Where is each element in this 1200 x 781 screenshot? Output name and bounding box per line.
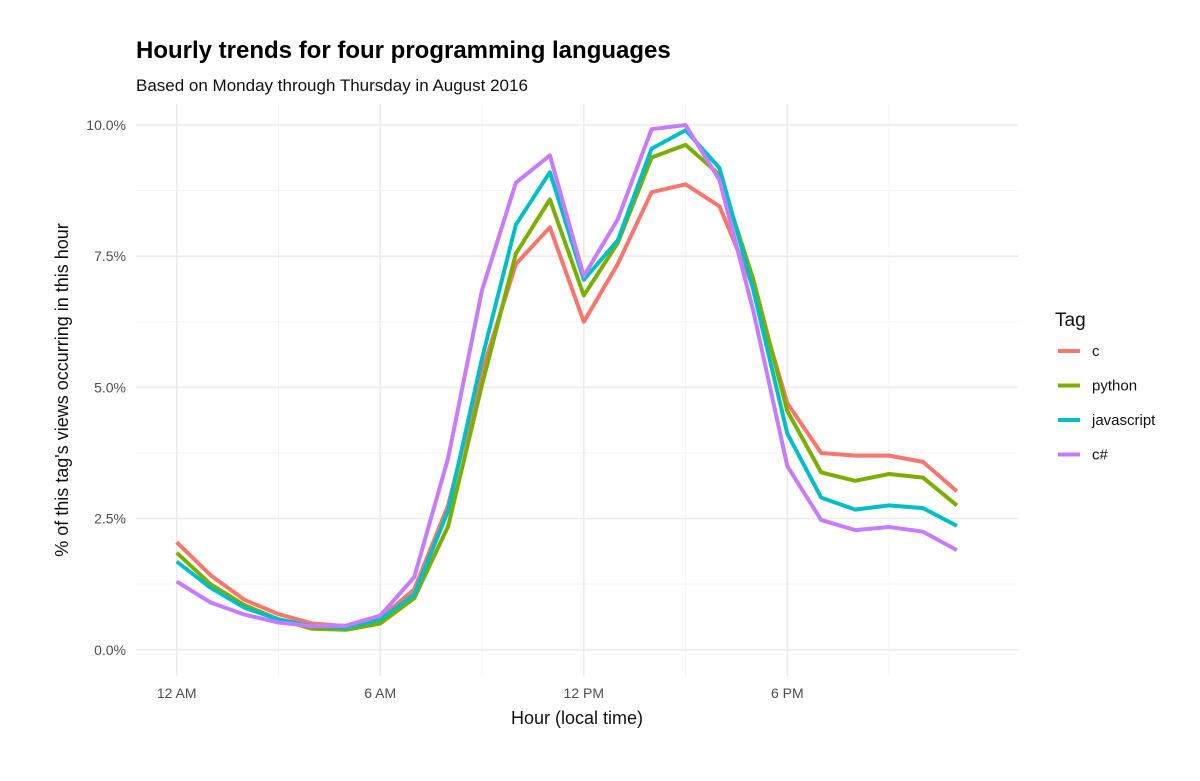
y-tick-label: 2.5% <box>94 511 126 527</box>
x-tick-label: 12 AM <box>157 685 197 701</box>
legend-label-python: python <box>1092 378 1137 395</box>
chart-title: Hourly trends for four programming langu… <box>136 37 671 64</box>
chart-subtitle: Based on Monday through Thursday in Augu… <box>136 76 528 95</box>
x-axis-title: Hour (local time) <box>511 708 643 728</box>
series-lines <box>175 123 959 632</box>
series-line-c-sharp <box>175 123 958 629</box>
legend-label-c: c <box>1092 343 1100 360</box>
x-tick-label: 6 AM <box>364 685 396 701</box>
series-line-javascript <box>175 128 958 630</box>
legend-items: c python javascript c# <box>1058 343 1156 464</box>
legend: Tag c python javascript c# <box>1055 310 1156 464</box>
y-tick-label: 7.5% <box>94 248 126 264</box>
legend-title: Tag <box>1055 310 1086 331</box>
legend-label-javascript: javascript <box>1091 412 1156 429</box>
series-line-c <box>175 182 959 629</box>
y-tick-label: 5.0% <box>94 379 126 395</box>
y-tick-label: 0.0% <box>94 642 126 658</box>
x-tick-label: 12 PM <box>564 685 604 701</box>
legend-label-c-sharp: c# <box>1092 447 1109 464</box>
y-axis-title: % of this tag's views occurring in this … <box>52 223 72 557</box>
y-tick-label: 10.0% <box>86 117 126 133</box>
grid <box>136 104 1018 676</box>
y-axis-ticks: 0.0% 2.5% 5.0% 7.5% 10.0% <box>86 117 126 658</box>
x-axis-ticks: 12 AM 6 AM 12 PM 6 PM <box>157 685 804 701</box>
x-tick-label: 6 PM <box>771 685 804 701</box>
